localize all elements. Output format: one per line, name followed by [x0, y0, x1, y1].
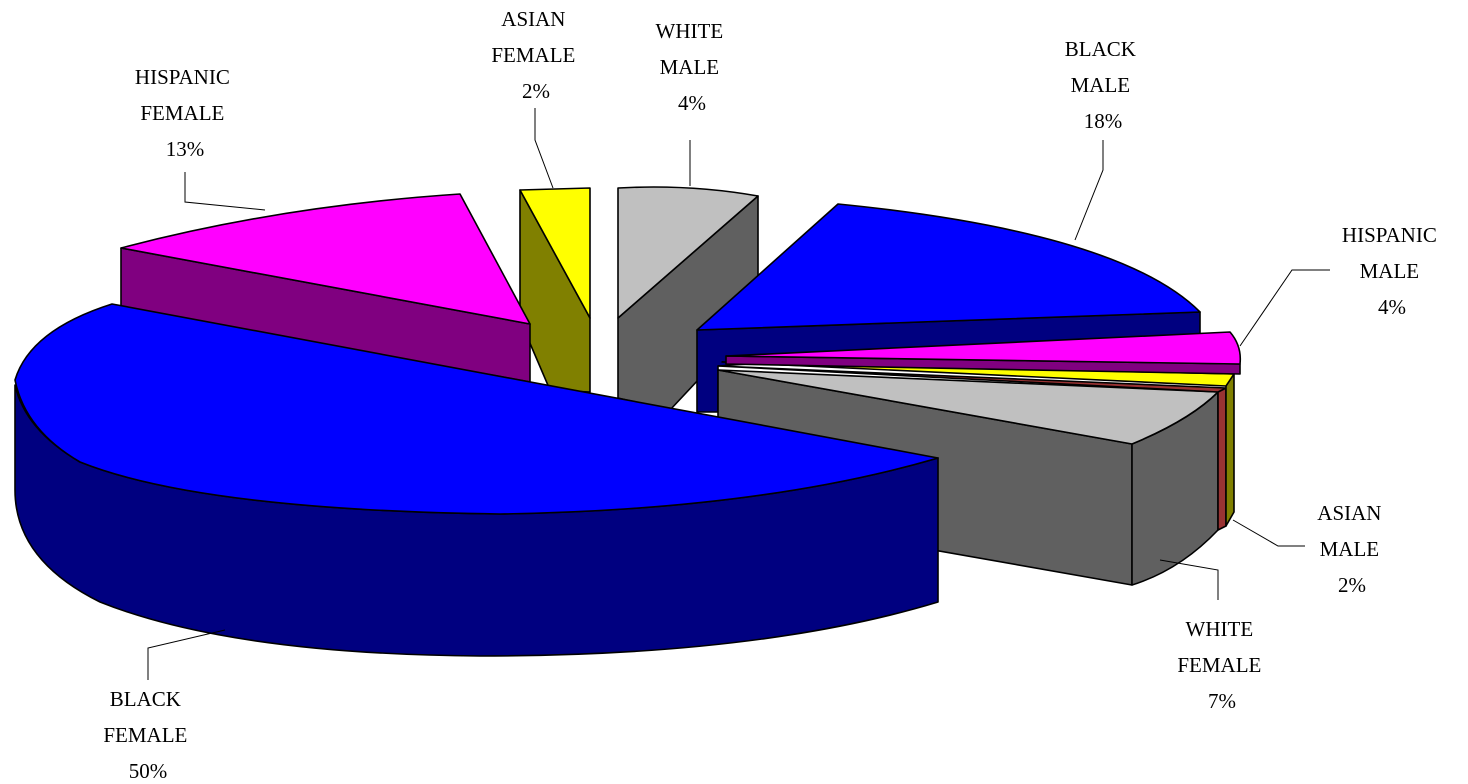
label-hispanic-male: HISPANIC MALE 4%	[1342, 223, 1442, 319]
label-asian-male-percent: 2%	[1338, 573, 1366, 597]
label-hispanic-male-percent: 4%	[1378, 295, 1406, 319]
label-white-female-line2: FEMALE	[1177, 653, 1261, 677]
label-asian-male-line1: ASIAN	[1317, 501, 1381, 525]
label-white-male-percent: 4%	[678, 91, 706, 115]
label-hispanic-male-line1: HISPANIC	[1342, 223, 1437, 247]
label-white-female-percent: 7%	[1208, 689, 1236, 713]
label-black-male-percent: 18%	[1084, 109, 1123, 133]
slice-asian-male-side	[1226, 374, 1234, 526]
label-asian-female-percent: 2%	[522, 79, 550, 103]
leader-line-asian-male	[1233, 520, 1305, 546]
label-black-female: BLACK FEMALE 50%	[103, 687, 192, 783]
leader-line-asian-female	[535, 108, 553, 188]
label-asian-female-line2: FEMALE	[491, 43, 575, 67]
leader-line-hispanic-female	[185, 172, 265, 210]
label-white-female: WHITE FEMALE 7%	[1177, 617, 1266, 713]
label-hispanic-female-line1: HISPANIC	[135, 65, 230, 89]
label-black-female-line1: BLACK	[110, 687, 181, 711]
label-hispanic-male-line2: MALE	[1360, 259, 1420, 283]
leader-line-black-male	[1075, 140, 1103, 240]
label-white-female-line1: WHITE	[1186, 617, 1254, 641]
slice-white-female-rim-side	[1218, 388, 1226, 530]
label-black-female-percent: 50%	[129, 759, 168, 783]
label-hispanic-female-line2: FEMALE	[140, 101, 224, 125]
label-asian-female-line1: ASIAN	[501, 7, 565, 31]
label-black-male-line1: BLACK	[1065, 37, 1136, 61]
label-asian-male-line2: MALE	[1320, 537, 1380, 561]
label-asian-male: ASIAN MALE 2%	[1317, 501, 1386, 597]
label-hispanic-female-percent: 13%	[166, 137, 205, 161]
label-white-male: WHITE MALE 4%	[656, 19, 729, 115]
label-white-male-line2: MALE	[660, 55, 720, 79]
label-black-female-line2: FEMALE	[103, 723, 187, 747]
label-hispanic-female: HISPANIC FEMALE 13%	[135, 65, 235, 161]
label-asian-female: ASIAN FEMALE 2%	[491, 7, 580, 103]
label-black-male: BLACK MALE 18%	[1065, 37, 1141, 133]
leader-line-black-female	[148, 630, 225, 680]
label-white-male-line1: WHITE	[656, 19, 724, 43]
label-black-male-line2: MALE	[1071, 73, 1131, 97]
leader-line-hispanic-male	[1240, 270, 1330, 346]
slice-black-male-top	[697, 204, 1200, 330]
